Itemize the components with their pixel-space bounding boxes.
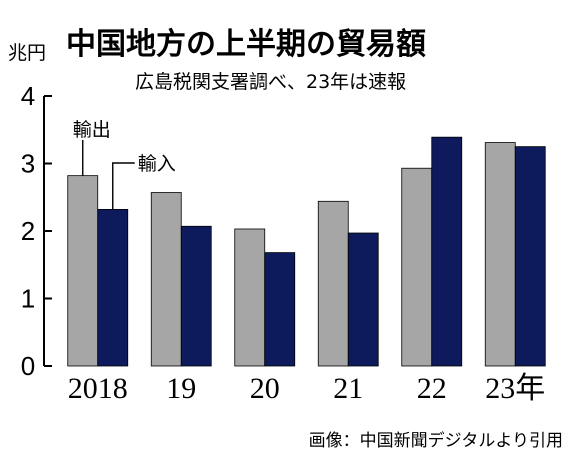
x-tick-label: 20	[250, 372, 280, 405]
bar-export-1	[150, 192, 182, 367]
bar-import-1	[180, 225, 212, 367]
y-tick-label: 4	[21, 81, 35, 111]
y-unit-label: 兆円	[8, 42, 46, 64]
y-tick-label: 3	[21, 149, 35, 179]
x-axis-ticks: 2018 19 20 21 22 23年	[68, 372, 546, 405]
x-tick-label: 19	[166, 372, 196, 405]
bar-import-4	[431, 136, 463, 367]
x-tick-label: 21	[333, 372, 363, 405]
bar-export-4	[401, 167, 433, 367]
legend-label-import: 輸入	[138, 153, 176, 175]
x-tick-label: 2018	[68, 372, 128, 405]
x-tick-label: 23年	[485, 372, 545, 405]
chart-subtitle: 広島税関支署調べ、23年は速報	[135, 71, 406, 93]
bars	[67, 136, 546, 367]
y-tick-label: 0	[21, 351, 35, 381]
bar-import-5	[514, 146, 546, 367]
bar-export-5	[484, 142, 516, 367]
bar-import-3	[347, 232, 379, 367]
image-credit: 画像：中国新聞デジタルより引用	[309, 430, 563, 451]
bar-import-0	[97, 208, 129, 367]
bar-import-2	[264, 252, 296, 367]
legend-label-export: 輸出	[73, 119, 111, 141]
y-axis-ticks: 0 1 2 3 4	[21, 81, 52, 381]
bar-export-2	[234, 228, 266, 367]
chart-title: 中国地方の上半期の貿易額	[66, 27, 426, 62]
y-tick-label: 2	[21, 216, 35, 246]
x-tick-label: 22	[417, 372, 447, 405]
bar-export-0	[67, 175, 99, 367]
bar-export-3	[317, 200, 349, 367]
y-tick-label: 1	[21, 284, 35, 314]
legend-leader-import	[112, 162, 135, 210]
